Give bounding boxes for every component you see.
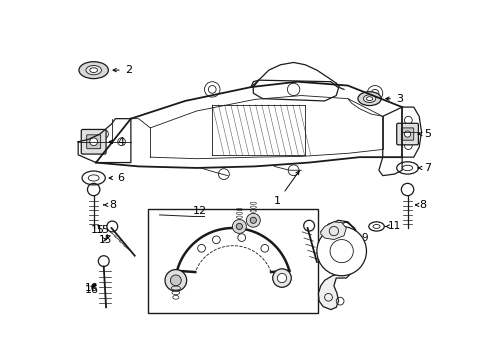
Text: 11: 11 [385,221,401,231]
Polygon shape [318,220,359,310]
Text: 3: 3 [385,94,402,104]
Circle shape [246,213,260,227]
FancyBboxPatch shape [396,123,418,145]
Ellipse shape [86,66,101,75]
Text: 16: 16 [84,285,98,294]
Bar [148,209,318,313]
Polygon shape [320,222,346,239]
Text: 13: 13 [264,221,283,231]
Ellipse shape [357,92,381,105]
Text: 5: 5 [417,129,430,139]
Text: 15: 15 [96,225,110,235]
Circle shape [232,220,246,233]
Text: 4: 4 [109,137,124,147]
Text: 8: 8 [103,200,116,210]
Text: 8: 8 [415,200,426,210]
Text: 10: 10 [299,258,312,275]
Text: 1: 1 [274,171,299,206]
Text: 6: 6 [109,173,123,183]
Text: 7: 7 [417,163,430,173]
FancyBboxPatch shape [86,135,101,149]
Text: 15: 15 [98,235,111,244]
Text: 9: 9 [349,232,367,243]
Circle shape [164,270,186,291]
Circle shape [90,138,97,145]
FancyBboxPatch shape [401,128,413,140]
Ellipse shape [363,95,375,103]
Circle shape [170,275,181,286]
Circle shape [277,274,286,283]
Text: 16: 16 [84,283,98,293]
Ellipse shape [79,62,108,78]
Text: 17: 17 [284,286,303,301]
Circle shape [404,131,410,137]
Text: 14: 14 [150,287,165,302]
Circle shape [316,226,366,276]
FancyBboxPatch shape [81,130,106,154]
Circle shape [272,269,291,287]
Ellipse shape [366,97,372,100]
Ellipse shape [90,68,97,72]
Text: 2: 2 [113,65,132,75]
Circle shape [236,223,242,230]
Text: 12: 12 [192,206,206,216]
Text: 15: 15 [91,225,105,235]
Circle shape [250,217,256,223]
